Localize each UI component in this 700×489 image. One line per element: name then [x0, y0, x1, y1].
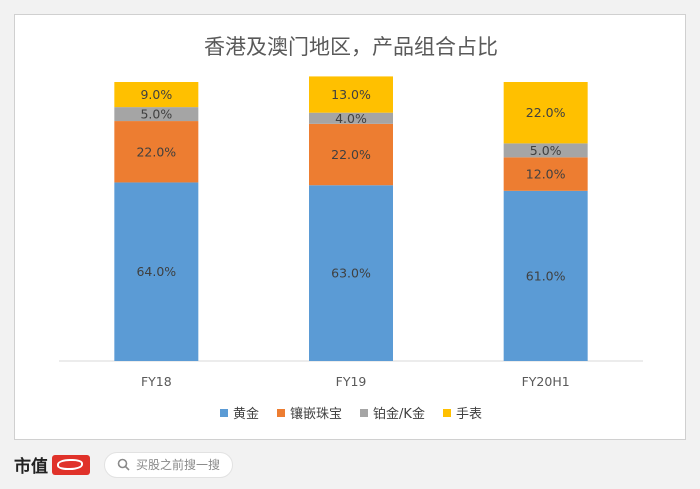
legend-label-watches: 手表: [455, 407, 482, 422]
bar-segment: [503, 190, 588, 361]
bar-segment: [503, 143, 588, 158]
data-label: 5.0%: [530, 143, 562, 158]
bar-segment: [309, 112, 393, 124]
bar-segment: [309, 185, 393, 361]
search-icon: [117, 458, 130, 471]
data-label: 22.0%: [331, 147, 371, 162]
bar-segment: [114, 121, 199, 183]
bar-segment: [114, 107, 199, 122]
data-label: 5.0%: [140, 107, 172, 122]
search-placeholder: 买股之前搜一搜: [136, 458, 221, 472]
bar-segment: [114, 82, 199, 108]
data-label: 63.0%: [331, 266, 371, 281]
brand-mark-icon: [52, 454, 90, 475]
legend-label-platinum: 铂金/K金: [373, 407, 425, 422]
data-label: 22.0%: [136, 144, 176, 159]
legend-item-gold: 黄金: [220, 403, 259, 422]
brand-logo[interactable]: 市值: [14, 452, 90, 477]
chart-title: 香港及澳门地区，产品组合占比: [204, 35, 498, 59]
data-label: 4.0%: [335, 111, 367, 126]
data-label: 13.0%: [331, 87, 371, 102]
bar-segment: [503, 82, 588, 144]
bar-segment: [503, 157, 588, 191]
legend-label-gem-jewelry: 镶嵌珠宝: [290, 407, 343, 422]
x-tick-label: FY18: [141, 374, 172, 389]
data-label: 61.0%: [526, 268, 566, 283]
legend-item-platinum: 铂金/K金: [360, 403, 425, 422]
legend-swatch-gem-jewelry: [277, 408, 286, 417]
legend-swatch-platinum: [360, 408, 369, 417]
legend-item-watches: 手表: [442, 403, 482, 422]
legend-item-gem-jewelry: 镶嵌珠宝: [277, 403, 342, 422]
chart-card: 香港及澳门地区，产品组合占比 64.0% 22.0% 5.0% 9.0% FY18 63.…: [14, 14, 686, 440]
footer-bar: 市值 买股之前搜一搜: [0, 440, 700, 489]
data-label: 12.0%: [526, 167, 566, 182]
bar-segment: [114, 182, 199, 361]
data-label: 64.0%: [136, 264, 176, 279]
legend-label-gold: 黄金: [233, 407, 260, 422]
brand-name: 市值: [14, 457, 48, 477]
search-bar[interactable]: 买股之前搜一搜: [104, 451, 234, 478]
x-tick-label: FY19: [336, 374, 367, 389]
chart-legend: 黄金 镶嵌珠宝 铂金/K金 手表: [15, 403, 687, 422]
legend-swatch-watches: [442, 408, 451, 417]
data-label: 9.0%: [140, 87, 172, 102]
stacked-bar-chart: 64.0% 22.0% 5.0% 9.0% FY18 63.0% 22.0% 4.0% 13.0…: [59, 76, 643, 389]
bar-segment: [309, 76, 393, 113]
bar-segment: [309, 123, 393, 186]
data-label: 22.0%: [526, 105, 566, 120]
x-tick-label: FY20H1: [522, 374, 570, 389]
legend-swatch-gold: [220, 408, 229, 417]
